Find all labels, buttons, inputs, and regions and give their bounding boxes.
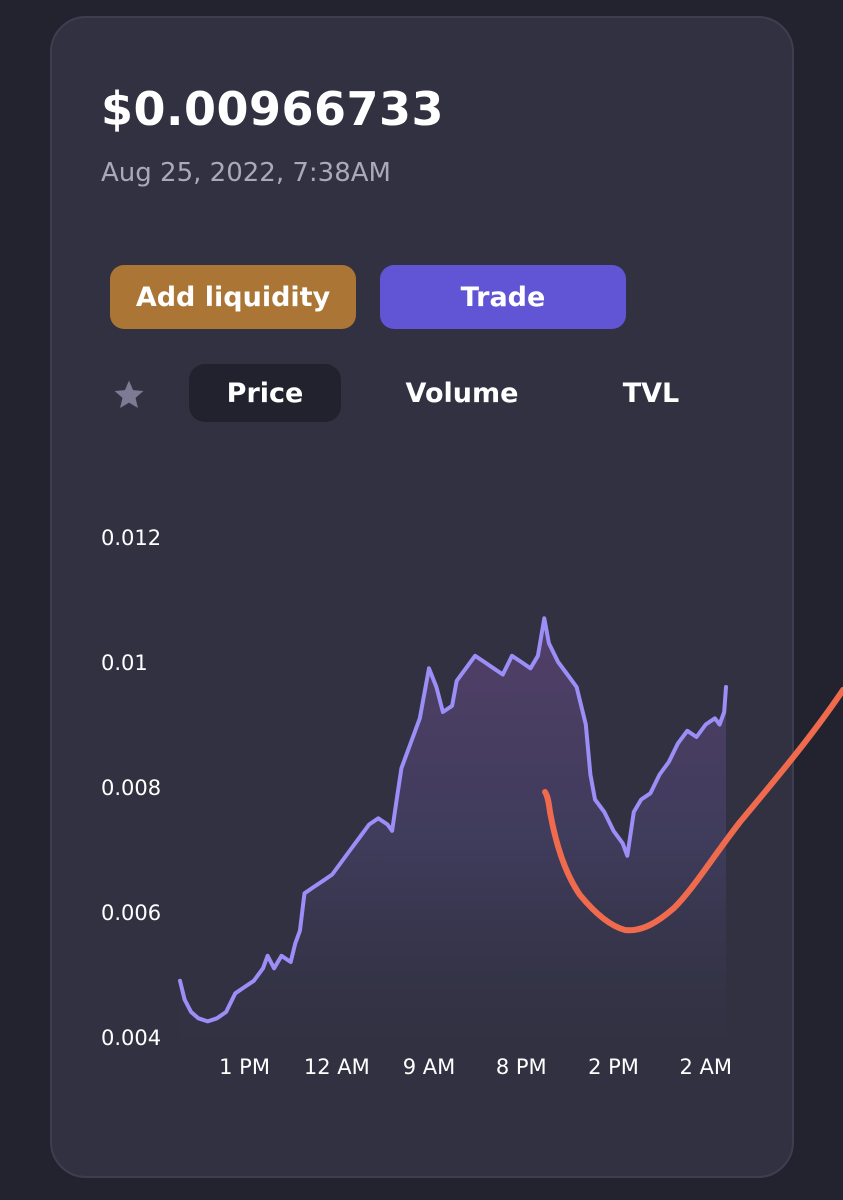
tab-tvl[interactable]: TVL xyxy=(576,364,726,422)
x-tick-label: 12 AM xyxy=(304,1055,370,1079)
price-timestamp: Aug 25, 2022, 7:38AM xyxy=(101,158,391,188)
y-tick-label: 0.012 xyxy=(101,526,161,550)
add-liquidity-button[interactable]: Add liquidity xyxy=(110,265,356,329)
trade-button[interactable]: Trade xyxy=(380,265,626,329)
star-icon[interactable] xyxy=(112,378,146,412)
y-axis: 0.012 0.01 0.008 0.006 0.004 xyxy=(101,526,161,1050)
tab-price-label: Price xyxy=(226,377,304,409)
tab-tvl-label: TVL xyxy=(622,377,680,409)
y-tick-label: 0.008 xyxy=(101,776,161,800)
price-area-fill xyxy=(180,618,726,1037)
y-tick-label: 0.01 xyxy=(101,651,148,675)
y-tick-label: 0.006 xyxy=(101,901,161,925)
token-price: $0.00966733 xyxy=(101,82,445,136)
x-tick-label: 1 PM xyxy=(219,1055,270,1079)
hand-drawn-annotation xyxy=(542,687,843,934)
x-tick-label: 2 PM xyxy=(588,1055,639,1079)
y-tick-label: 0.004 xyxy=(101,1026,161,1050)
add-liquidity-label: Add liquidity xyxy=(135,281,331,313)
tab-volume[interactable]: Volume xyxy=(386,364,538,422)
tab-price[interactable]: Price xyxy=(189,364,341,422)
tab-volume-label: Volume xyxy=(405,377,519,409)
x-tick-label: 9 AM xyxy=(403,1055,456,1079)
x-tick-label: 2 AM xyxy=(679,1055,732,1079)
x-axis: 1 PM 12 AM 9 AM 8 PM 2 PM 2 AM xyxy=(219,1055,732,1079)
trade-label: Trade xyxy=(460,281,546,313)
x-tick-label: 8 PM xyxy=(496,1055,547,1079)
price-line xyxy=(178,616,728,1024)
